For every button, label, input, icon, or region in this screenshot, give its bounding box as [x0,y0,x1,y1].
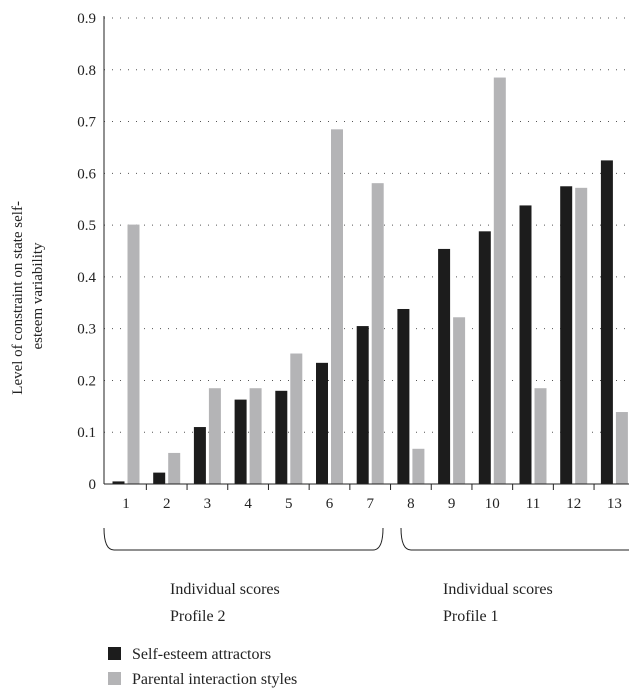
bar-self-esteem-attractors-8 [397,308,410,484]
y-tick-label: 0.6 [77,166,96,182]
bar-self-esteem-attractors-6 [316,362,328,484]
x-tick-label: 13 [607,496,622,512]
bar-self-esteem-attractors-5 [275,390,288,484]
axes [103,16,629,485]
bar-parental-interaction-styles-12 [575,187,588,484]
y-tick-label: 0 [89,477,97,493]
x-tick-label: 11 [526,496,540,512]
y-tick-label: 0.3 [77,322,96,338]
group-bracket-profile-2 [103,527,384,551]
x-tick-label: 2 [163,496,171,512]
y-tick-label: 0.8 [77,63,96,79]
x-tick-label: 6 [326,496,334,512]
bar-parental-interaction-styles-7 [371,183,384,484]
bar-parental-interaction-styles-3 [208,388,221,484]
bar-self-esteem-attractors-9 [438,248,451,484]
bar-parental-interaction-styles-6 [331,129,343,485]
y-tick-label: 0.7 [77,115,96,131]
group-label-profile-2: Individual scores Profile 2 [170,581,284,625]
bar-parental-interaction-styles-11 [534,388,547,484]
x-tick-label: 10 [485,496,500,512]
bar-parental-interaction-styles-2 [168,452,181,484]
group-label-line-2: Profile 1 [443,608,499,625]
legend-label-parental-interaction-styles: Parental interaction styles [132,671,297,688]
bar-parental-interaction-styles-4 [249,388,262,484]
bar-self-esteem-attractors-7 [356,326,369,484]
y-axis-title-line-2: esteem variability [30,242,46,350]
legend: Self-esteem attractors Parental interact… [108,646,297,688]
bar-self-esteem-attractors-3 [193,427,206,484]
bar-self-esteem-attractors-2 [153,472,166,484]
bar-parental-interaction-styles-10 [493,77,506,485]
y-tick-labels: 0 0.1 0.2 0.3 0.4 0.5 0.6 0.7 0.8 0.9 [77,11,96,493]
bar-parental-interaction-styles-9 [453,317,466,484]
bar-self-esteem-attractors-10 [478,231,491,484]
group-label-line-2: Profile 2 [170,608,226,625]
bars [112,77,628,485]
group-label-profile-1: Individual scores Profile 1 [443,581,557,625]
bar-self-esteem-attractors-4 [234,399,247,484]
y-axis-title-line-1: Level of constraint on state self- [10,201,26,395]
x-tick-label: 4 [244,496,252,512]
y-axis-title: Level of constraint on state self- estee… [10,197,46,394]
x-tick-label: 5 [285,496,293,512]
y-tick-label: 0.1 [77,425,96,441]
x-tick-label: 12 [566,496,581,512]
legend-swatch-self-esteem-attractors [108,647,121,660]
bar-parental-interaction-styles-13 [615,412,628,484]
x-tick-label: 3 [204,496,212,512]
bar-self-esteem-attractors-1 [112,481,125,484]
x-tick-label: 7 [366,496,374,512]
y-tick-label: 0.4 [77,270,96,286]
y-tick-label: 0.5 [77,218,96,234]
group-label-line-1: Individual scores [443,581,553,598]
group-bracket-profile-1 [400,527,629,551]
x-tick-label: 8 [407,496,415,512]
bar-self-esteem-attractors-11 [519,205,532,485]
bar-self-esteem-attractors-13 [600,160,613,484]
group-label-line-1: Individual scores [170,581,280,598]
legend-swatch-parental-interaction-styles [108,672,121,685]
category-groups: Individual scores Profile 2 Individual s… [103,527,629,625]
x-tick-label: 1 [122,496,130,512]
bar-parental-interaction-styles-5 [290,353,303,484]
bar-parental-interaction-styles-8 [412,448,425,484]
bar-self-esteem-attractors-12 [560,186,573,484]
y-tick-label: 0.2 [77,373,96,389]
x-tick-label: 9 [448,496,456,512]
x-tick-labels: 1 2 3 4 5 6 7 8 9 10 11 12 13 [122,484,622,512]
bar-parental-interaction-styles-1 [127,224,140,485]
legend-label-self-esteem-attractors: Self-esteem attractors [132,646,271,663]
y-tick-label: 0.9 [77,11,96,27]
